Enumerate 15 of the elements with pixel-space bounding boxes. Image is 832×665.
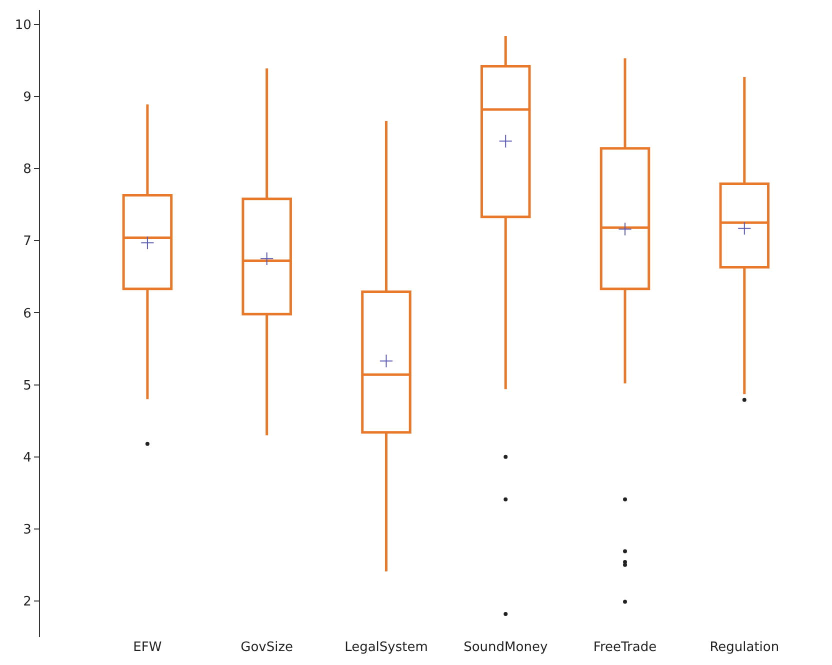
y-tick-label: 7 <box>23 234 32 250</box>
x-tick-label: FreeTrade <box>593 640 657 655</box>
x-tick-label: EFW <box>133 640 162 655</box>
x-tick-label: SoundMoney <box>464 640 548 655</box>
y-tick-label: 3 <box>23 522 32 538</box>
y-tick-label: 9 <box>23 90 32 106</box>
y-tick-label: 2 <box>23 594 32 610</box>
y-tick-label: 10 <box>14 18 32 33</box>
y-tick-label: 5 <box>23 378 32 394</box>
y-tick-label: 8 <box>23 162 32 178</box>
x-tick-label: GovSize <box>240 640 294 655</box>
x-tick-label: Regulation <box>710 640 780 655</box>
y-tick-label: 4 <box>23 450 32 466</box>
y-tick-label: 6 <box>23 306 32 322</box>
x-tick-label: LegalSystem <box>344 640 428 655</box>
